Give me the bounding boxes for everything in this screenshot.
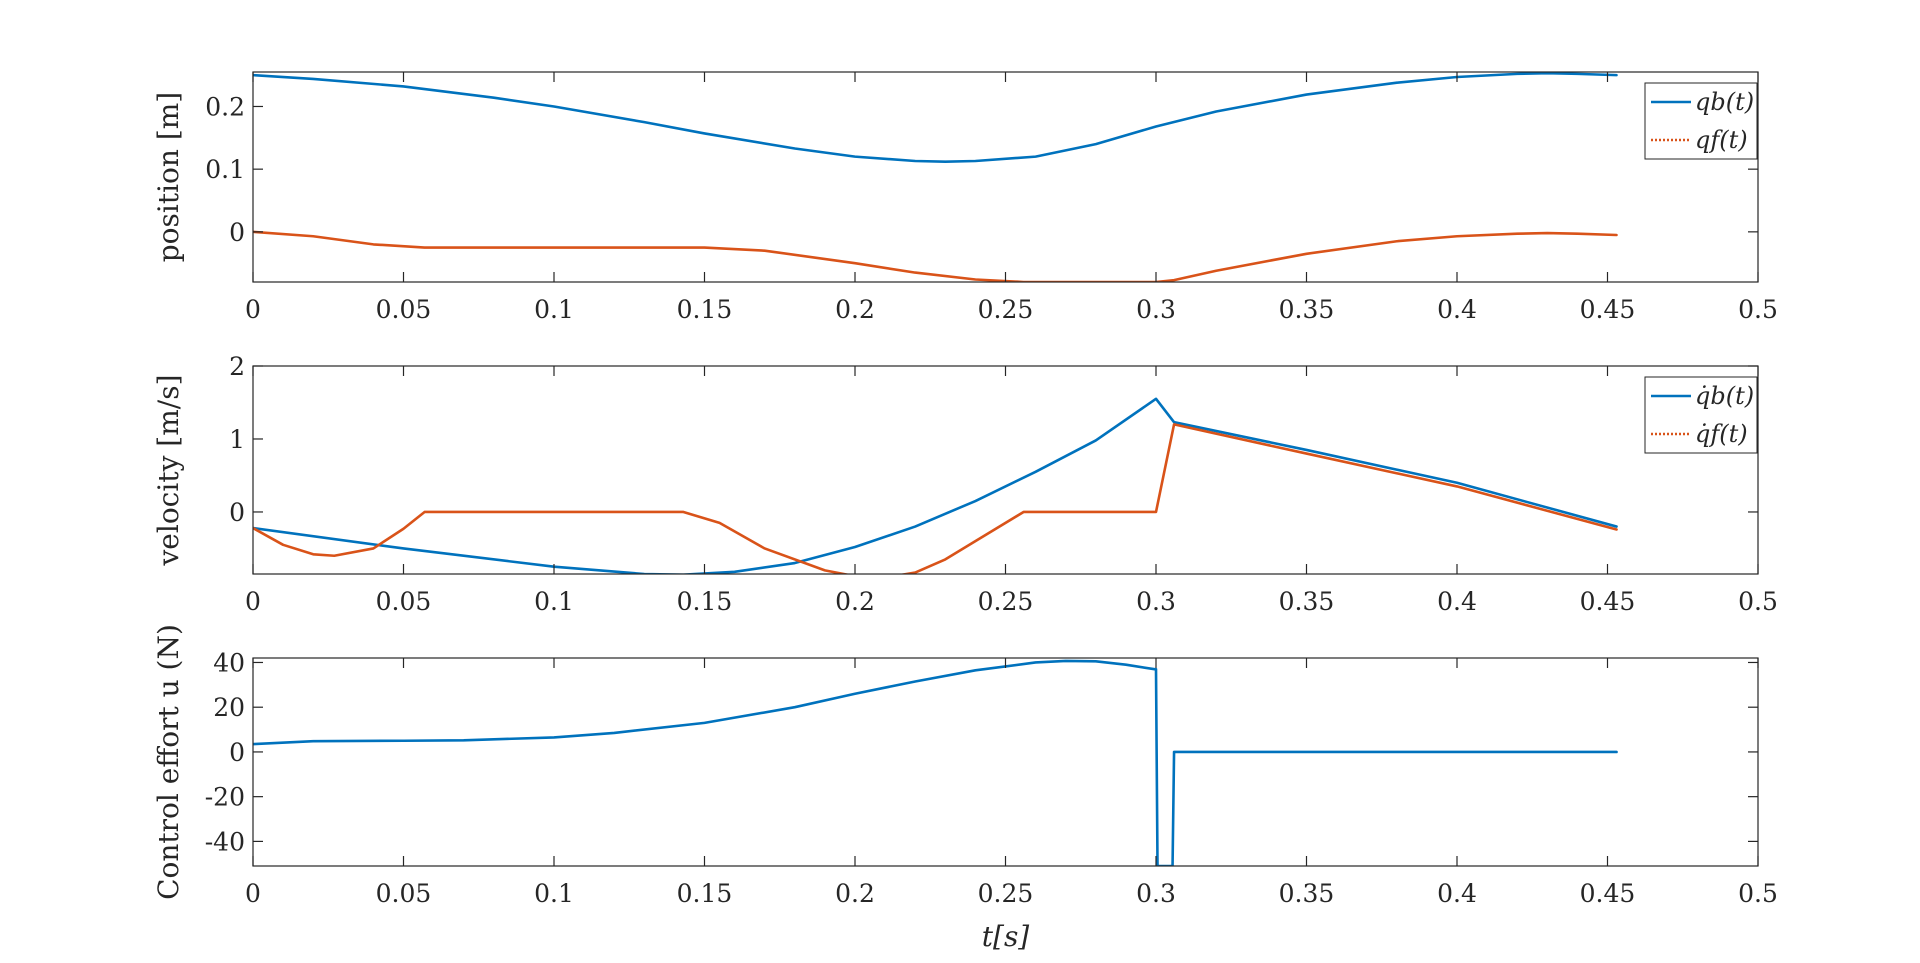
x-tick-label: 0.4 — [1437, 295, 1477, 324]
x-tick-label: 0.35 — [1279, 587, 1335, 616]
x-tick-label: 0.25 — [978, 587, 1034, 616]
x-tick-label: 0.25 — [978, 295, 1034, 324]
x-tick-label: 0.1 — [534, 879, 574, 908]
legend-entry-qdot-f: q̇f(t) — [1695, 420, 1748, 448]
y-axis-label-control-effort: Control effort u (N) — [152, 624, 185, 900]
series-layer — [253, 397, 1618, 574]
series-line-0 — [253, 397, 1618, 574]
series-line-1 — [253, 230, 1618, 282]
subplot-velocity: 0 0.05 0.1 0.15 0.2 0.25 0.3 0.35 0.4 0.45 0.5012 … — [152, 352, 1778, 616]
legend-entry-qdot-b: q̇b(t) — [1695, 382, 1754, 410]
x-tick-label: 0.4 — [1437, 587, 1477, 616]
x-tick-label: 0.15 — [677, 587, 733, 616]
ticks-layer: 0 0.05 0.1 0.15 0.2 0.25 0.3 0.35 0.4 0.45 0.5 0 0.1… — [205, 72, 1778, 324]
y-tick-label: 0 — [229, 498, 245, 527]
x-tick-label: 0.4 — [1437, 879, 1477, 908]
subplot-position: 0 0.05 0.1 0.15 0.2 0.25 0.3 0.35 0.4 0.45 0.5 0 0.1… — [152, 71, 1778, 324]
x-tick-label: 0.3 — [1136, 587, 1176, 616]
x-axis-label-time: t[s] — [982, 920, 1030, 953]
legend-velocity: q̇b(t) q̇f(t) — [1644, 376, 1758, 454]
series-layer — [253, 72, 1618, 282]
y-tick-label: 0 — [229, 738, 245, 767]
x-tick-label: 0.05 — [376, 295, 432, 324]
x-tick-label: 0.45 — [1580, 587, 1636, 616]
x-tick-label: 0.3 — [1136, 295, 1176, 324]
y-axis-label-velocity: velocity [m/s] — [152, 374, 185, 566]
legend-box — [1644, 376, 1758, 454]
ticks-layer: 0 0.05 0.1 0.15 0.2 0.25 0.3 0.35 0.4 0.45 0.5 0 1 2 — [229, 352, 1778, 616]
y-tick-label: 2 — [229, 352, 245, 381]
x-tick-label: 0.3 — [1136, 879, 1176, 908]
y-tick-label: 0.1 — [205, 155, 245, 184]
x-tick-label: 0 — [245, 587, 261, 616]
x-tick-label: 0 — [245, 879, 261, 908]
x-tick-label: 0.15 — [677, 879, 733, 908]
x-tick-label: 0.05 — [376, 879, 432, 908]
x-tick-label: 0.35 — [1279, 879, 1335, 908]
y-tick-label: 40 — [213, 648, 245, 677]
x-tick-label: 0.25 — [978, 879, 1034, 908]
y-axis-label-position: position [m] — [152, 92, 185, 263]
x-tick-label: 0.2 — [835, 879, 875, 908]
series-line-0 — [253, 659, 1618, 866]
x-tick-label: 0.2 — [835, 295, 875, 324]
x-tick-label: 0.15 — [677, 295, 733, 324]
y-tick-label: 0.2 — [205, 92, 245, 121]
x-tick-label: 0.5 — [1738, 295, 1778, 324]
y-tick-label: 0 — [229, 218, 245, 247]
legend-position: qb(t) qf(t) — [1644, 82, 1758, 160]
y-tick-label: -40 — [205, 827, 245, 856]
legend-entry-qf: qf(t) — [1695, 126, 1748, 154]
x-tick-label: 0.05 — [376, 587, 432, 616]
x-tick-label: 0.1 — [534, 587, 574, 616]
x-tick-label: 0.5 — [1738, 879, 1778, 908]
x-tick-label: 0.45 — [1580, 295, 1636, 324]
x-tick-label: 0.35 — [1279, 295, 1335, 324]
x-tick-label: 0.5 — [1738, 587, 1778, 616]
x-tick-label: 0.2 — [835, 587, 875, 616]
y-tick-label: 20 — [213, 693, 245, 722]
x-tick-label: 0.45 — [1580, 879, 1636, 908]
y-tick-label: 1 — [229, 425, 245, 454]
legend-box — [1644, 82, 1758, 160]
x-tick-label: 0 — [245, 295, 261, 324]
legend-entry-qb: qb(t) — [1695, 88, 1754, 116]
subplot-control-effort: 0 0.05 0.1 0.15 0.2 0.25 0.3 0.35 0.4 0.45 0.5 -40 -… — [152, 624, 1778, 953]
series-line-1 — [253, 423, 1618, 574]
x-tick-label: 0.1 — [534, 295, 574, 324]
y-tick-label: -20 — [205, 783, 245, 812]
series-line-0 — [253, 72, 1618, 163]
series-layer — [253, 659, 1618, 866]
ticks-layer: 0 0.05 0.1 0.15 0.2 0.25 0.3 0.35 0.4 0.45 0.5 -40 -… — [205, 648, 1778, 908]
